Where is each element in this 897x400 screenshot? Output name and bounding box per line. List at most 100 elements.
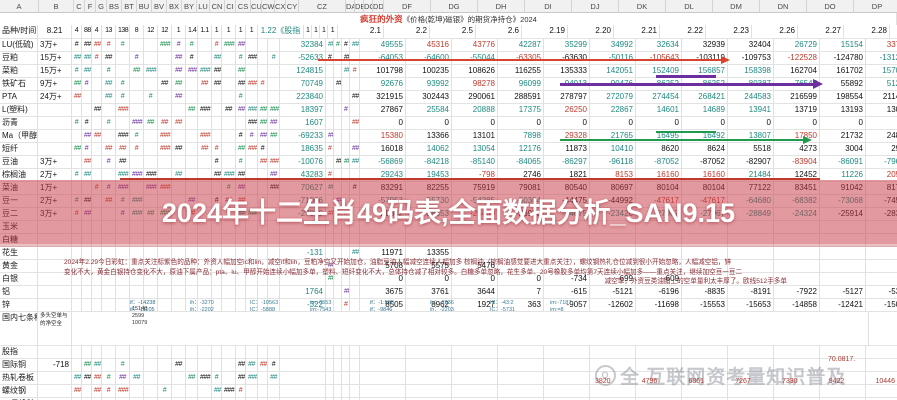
column-header-dk[interactable]: DK <box>619 0 666 13</box>
row-value-2[interactable]: -55044 <box>452 52 498 64</box>
row-value-10[interactable]: 13193 <box>820 104 866 116</box>
bottom-hash-14[interactable] <box>222 346 236 358</box>
row-hash-6[interactable]: ### <box>116 182 130 194</box>
row-hash-7[interactable] <box>130 182 144 194</box>
bottom-hash-11[interactable] <box>186 359 198 371</box>
row-hash-3[interactable] <box>82 299 92 311</box>
row-hash-14[interactable] <box>222 286 236 298</box>
row-hash-10[interactable]: ## <box>172 52 186 64</box>
bottom-cell-32[interactable] <box>728 346 774 358</box>
column-header-dl[interactable]: DL <box>666 0 713 13</box>
row-value-1[interactable]: 13355 <box>406 247 452 259</box>
row-value-10[interactable] <box>820 260 866 272</box>
bottom-row-value[interactable]: -718 <box>38 359 72 371</box>
row-hash-n-1[interactable] <box>334 143 342 155</box>
row-hash-n-2[interactable] <box>342 234 350 246</box>
row-value-5[interactable]: 90476 <box>590 78 636 90</box>
row-hash-13[interactable] <box>212 104 222 116</box>
bottom-hash-13[interactable]: ## <box>212 398 222 400</box>
row-hash-n-0[interactable]: ## <box>326 182 334 194</box>
row-hash-13[interactable] <box>212 273 222 285</box>
row-hash-3[interactable] <box>82 91 92 103</box>
row-value-10[interactable]: -86091 <box>820 156 866 168</box>
row-hash-2[interactable]: ## <box>72 52 82 64</box>
row-value-10[interactable]: -12421 <box>820 299 866 311</box>
row-hash-16[interactable] <box>246 247 258 259</box>
bottom-cell-30[interactable] <box>636 346 682 358</box>
row-hash-n-0[interactable] <box>326 104 334 116</box>
row-label[interactable]: 豆二 <box>0 208 38 220</box>
row-hash-n-3[interactable]: ## <box>350 143 360 155</box>
row-hash-15[interactable] <box>236 260 246 272</box>
row-unit[interactable] <box>38 247 72 259</box>
row-hash-9[interactable]: ### <box>158 182 172 194</box>
row-value-4[interactable]: -24075 <box>544 208 590 220</box>
row-unit[interactable] <box>38 299 72 311</box>
bottom-cell-29[interactable] <box>590 346 636 358</box>
row-hash-7[interactable] <box>130 273 144 285</box>
row-value-0[interactable]: 15380 <box>360 130 406 142</box>
row-value-primary[interactable] <box>280 273 326 285</box>
row-hash-15[interactable]: ## <box>236 169 246 181</box>
row-hash-18[interactable]: # <box>268 52 280 64</box>
row-hash-n-3[interactable] <box>350 169 360 181</box>
bottom-hash-15[interactable]: ### <box>236 372 246 384</box>
row-value-2[interactable]: 13101 <box>452 130 498 142</box>
row-hash-4[interactable]: ## <box>92 130 102 142</box>
bottom-hash-18[interactable]: ## <box>268 372 280 384</box>
row-hash-8[interactable] <box>144 52 158 64</box>
bottom-hash-4[interactable] <box>92 398 102 400</box>
row-value-6[interactable]: -609 <box>636 273 682 285</box>
row-hash-2[interactable] <box>72 260 82 272</box>
row-value-6[interactable] <box>636 247 682 259</box>
row-hash-3[interactable]: # <box>82 78 92 90</box>
bottom-hash-8[interactable] <box>144 372 158 384</box>
row-value-5[interactable]: 272079 <box>590 91 636 103</box>
row-unit[interactable]: 3万+ <box>38 156 72 168</box>
row-hash-7[interactable] <box>130 78 144 90</box>
row-value-3[interactable]: 17375 <box>498 104 544 116</box>
row-value-2[interactable]: 13054 <box>452 143 498 155</box>
bottom-hash-16[interactable]: ### <box>246 398 258 400</box>
bottom-hash-17[interactable] <box>258 398 268 400</box>
row-hash-3[interactable]: ### <box>82 65 92 77</box>
row-hash-14[interactable] <box>222 65 236 77</box>
bottom-hash-12[interactable] <box>198 398 212 400</box>
row-hash-2[interactable] <box>72 130 82 142</box>
row-value-1[interactable]: 0 <box>406 117 452 129</box>
row-hash-4[interactable] <box>92 117 102 129</box>
row-hash-18[interactable] <box>268 247 280 259</box>
row-hash-18[interactable] <box>268 195 280 207</box>
bottom-row-label-2[interactable]: 国际铜 <box>0 359 38 371</box>
bottom-hash-2[interactable]: ## <box>72 372 82 384</box>
bottom-cell-22[interactable] <box>342 385 350 397</box>
row-hash-11[interactable] <box>186 169 198 181</box>
bottom-cell-24[interactable] <box>360 385 406 397</box>
bottom-hash-5[interactable]: ### <box>102 398 116 400</box>
bottom-cell-33[interactable] <box>774 398 820 400</box>
bottom-hash-18[interactable] <box>268 398 280 400</box>
row-hash-18[interactable] <box>268 78 280 90</box>
header-cell-date-10[interactable]: 2.27 <box>798 25 844 38</box>
row-value-0[interactable]: -64053 <box>360 52 406 64</box>
row-hash-13[interactable] <box>212 182 222 194</box>
row-value-1[interactable]: 45316 <box>406 39 452 51</box>
row-hash-n-2[interactable] <box>342 182 350 194</box>
row-hash-5[interactable] <box>102 169 116 181</box>
row-value-6[interactable] <box>636 260 682 272</box>
bottom-cell-27[interactable] <box>498 385 544 397</box>
row-value-0[interactable]: 3675 <box>360 286 406 298</box>
row-value-8[interactable] <box>728 247 774 259</box>
row-value-0[interactable] <box>360 221 406 233</box>
row-hash-12[interactable] <box>198 208 212 220</box>
row-hash-11[interactable] <box>186 234 198 246</box>
header-cell-tiny-12[interactable]: 1 <box>212 25 222 38</box>
bottom-cell-23[interactable] <box>350 398 360 400</box>
bottom-hash-16[interactable]: ### <box>246 372 258 384</box>
bottom-cell-29[interactable] <box>590 398 636 400</box>
bottom-cell-29[interactable] <box>590 385 636 397</box>
row-hash-11[interactable]: ### <box>186 65 198 77</box>
bottom-cell-35[interactable] <box>866 359 897 371</box>
row-hash-4[interactable] <box>92 299 102 311</box>
row-hash-15[interactable]: ## <box>236 78 246 90</box>
